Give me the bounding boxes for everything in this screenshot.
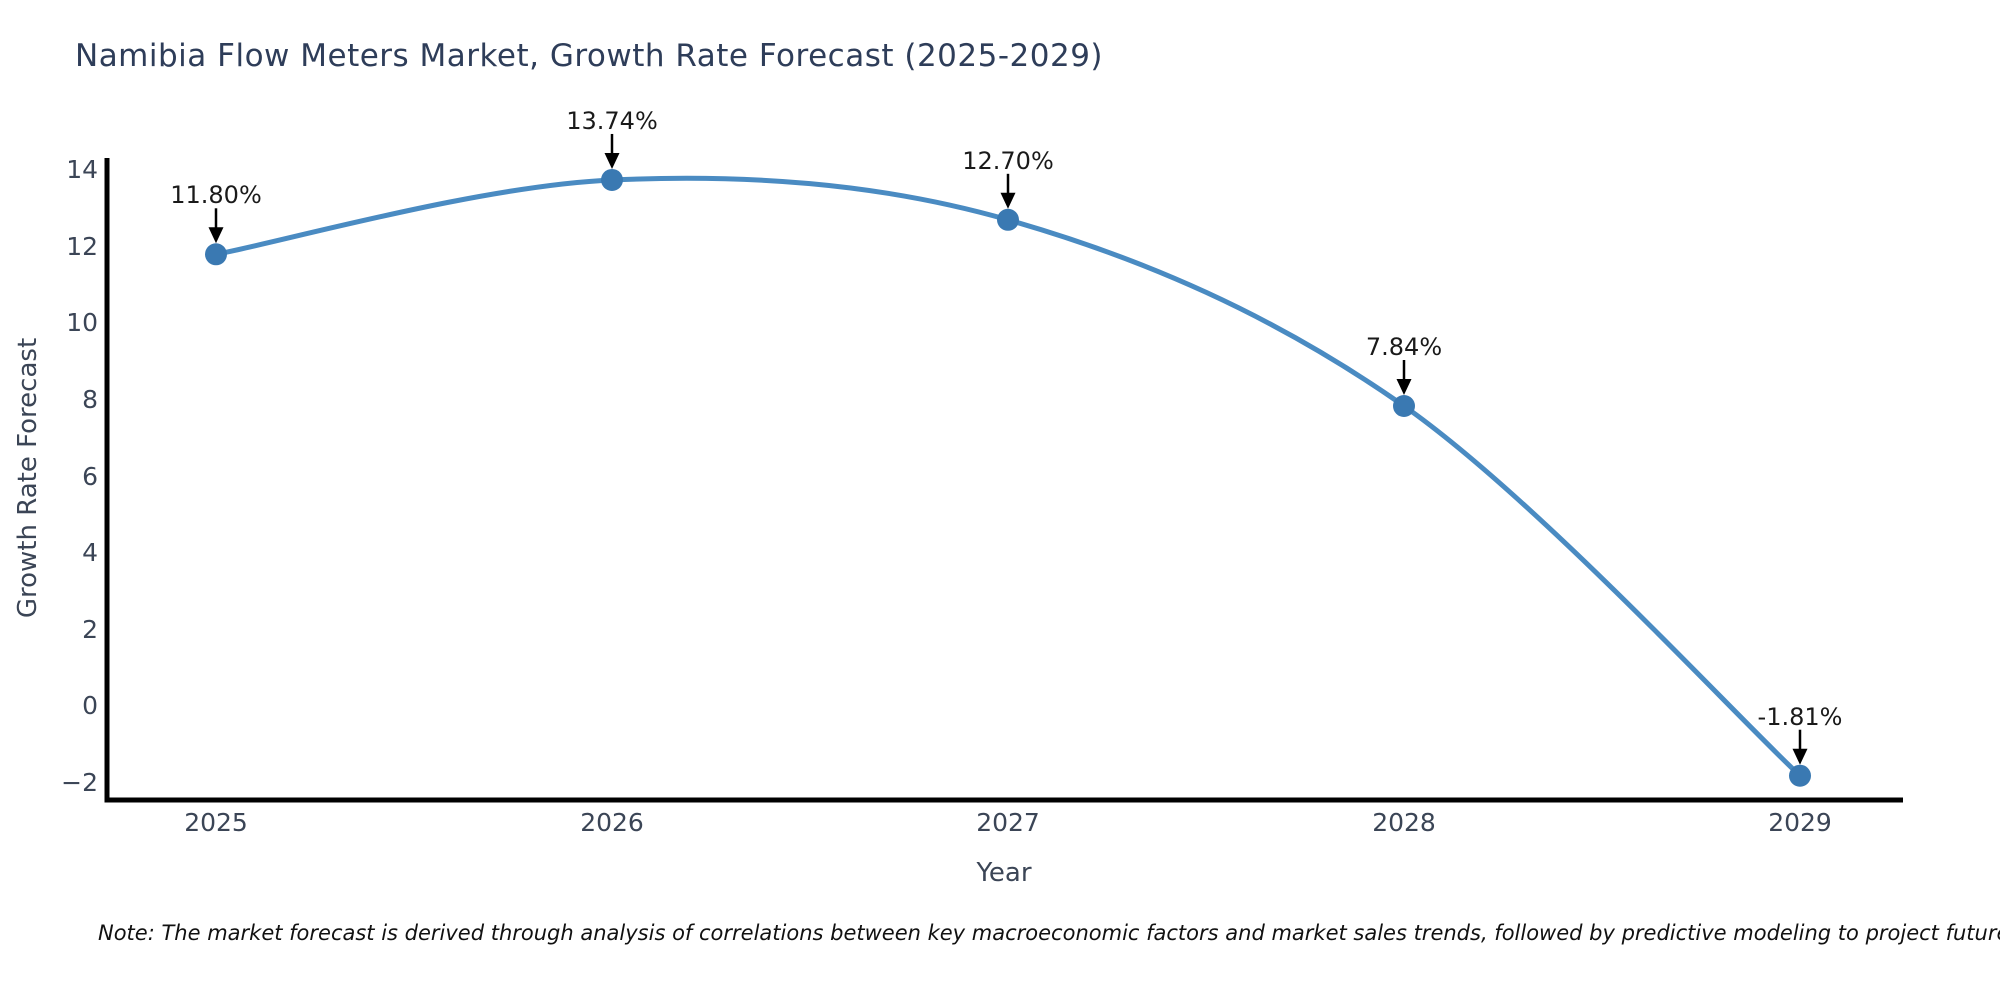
x-tick-label: 2025 [184,808,248,837]
point-annotation: 13.74% [566,106,658,135]
data-point-marker [601,168,623,191]
footnote: Note: The market forecast is derived thr… [98,921,2000,945]
y-tick-label: 8 [82,384,98,414]
annotation-arrows [208,133,1808,765]
data-point-marker [1789,764,1811,787]
arrow-head-icon [1000,192,1016,209]
data-point-marker [1393,395,1415,418]
point-annotation: 11.80% [170,181,262,210]
y-tick-label: 12 [66,231,98,261]
chart-title: Namibia Flow Meters Market, Growth Rate … [75,38,1104,74]
y-tick-label: 6 [82,461,98,491]
forecast-line [213,175,1803,779]
y-tick-label: 4 [82,538,98,568]
arrow-head-icon [208,227,224,244]
point-annotation: 12.70% [962,146,1054,175]
y-tick-label: 0 [82,691,98,721]
arrow-head-icon [604,152,620,169]
y-tick-label: 2 [82,614,98,644]
arrow-head-icon [1792,748,1808,765]
point-annotation: -1.81% [1757,702,1843,731]
y-tick-label: −2 [61,768,98,797]
x-tick-label: 2029 [1768,808,1832,837]
y-axis-title: Growth Rate Forecast [13,337,43,619]
x-tick-label: 2028 [1372,808,1436,837]
x-tick-label: 2027 [976,808,1040,837]
data-point-markers [205,168,1811,787]
arrow-head-icon [1396,379,1412,396]
data-point-marker [997,208,1019,231]
y-tick-label: 10 [66,308,98,338]
data-point-marker [205,243,227,266]
x-tick-label: 2026 [580,808,644,837]
y-tick-label: 14 [66,155,98,184]
point-annotation: 7.84% [1365,333,1443,361]
x-axis-title: Year [976,858,1032,888]
